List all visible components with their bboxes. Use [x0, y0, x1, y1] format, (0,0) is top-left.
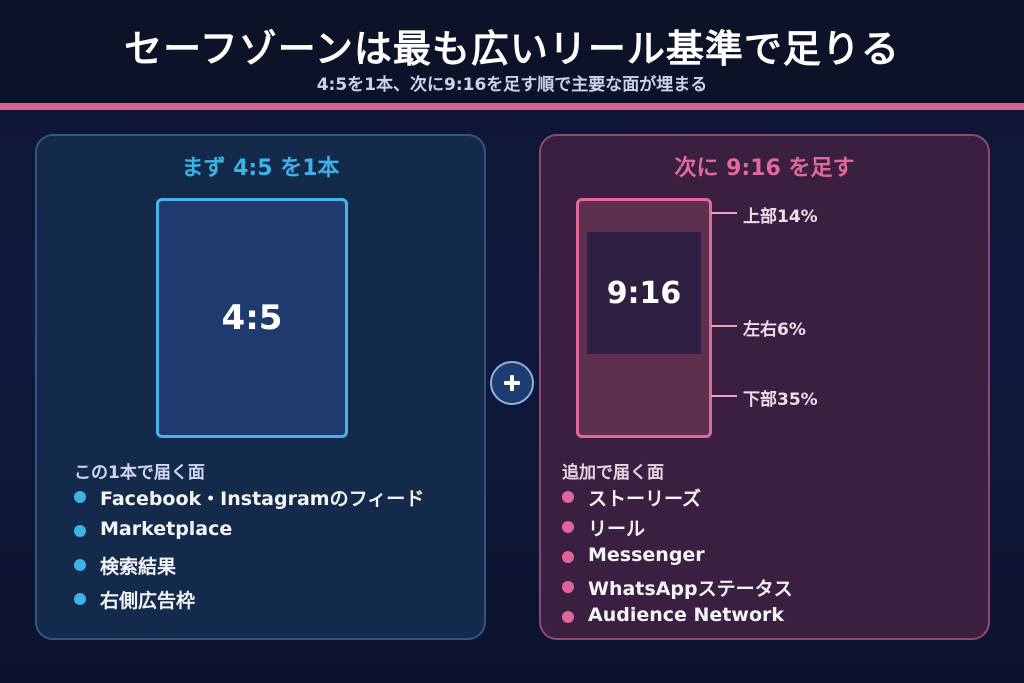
- bullet-dot-icon: [562, 611, 574, 623]
- bullet-dot-icon: [74, 491, 86, 503]
- plus-icon-glyph: [504, 375, 520, 391]
- margin-bottom-label: 下部35%: [743, 390, 818, 410]
- bullet-dot-icon: [562, 551, 574, 563]
- panel-9-16: 次に 9:16 を足す 9:16 上部14% 左右6% 下部35% 追加で届く面…: [539, 134, 990, 640]
- header-divider: [0, 103, 1024, 110]
- frame-4-5: 4:5: [156, 198, 348, 438]
- list-item: Audience Network: [562, 604, 793, 634]
- list-item-label: WhatsAppステータス: [588, 578, 793, 600]
- margin-sides-tick: [711, 325, 737, 327]
- margin-top-tick: [711, 212, 737, 214]
- bullet-dot-icon: [74, 559, 86, 571]
- list-item: Marketplace: [74, 518, 424, 552]
- panel-4-5-list-title: この1本で届く面: [74, 463, 205, 483]
- margin-bottom-tick: [711, 395, 737, 397]
- list-item-label: リール: [588, 518, 646, 540]
- list-item-label: Audience Network: [588, 604, 785, 626]
- page-subtitle: 4:5を1本、次に9:16を足す順で主要な面が埋まる: [316, 75, 708, 95]
- frame-9-16: 9:16: [576, 198, 712, 438]
- list-item: 右側広告枠: [74, 586, 424, 620]
- panel-9-16-heading: 次に 9:16 を足す: [674, 156, 855, 181]
- frame-4-5-label: 4:5: [221, 298, 283, 338]
- list-item: Messenger: [562, 544, 793, 574]
- bullet-dot-icon: [562, 581, 574, 593]
- page-title: セーフゾーンは最も広いリール基準で足りる: [124, 27, 900, 71]
- bullet-dot-icon: [562, 491, 574, 503]
- panel-4-5-heading: まず 4:5 を1本: [181, 156, 340, 181]
- frame-9-16-label: 9:16: [606, 275, 682, 311]
- list-item: 検索結果: [74, 552, 424, 586]
- bullet-dot-icon: [74, 593, 86, 605]
- list-item-label: 右側広告枠: [100, 590, 196, 612]
- list-item-label: Marketplace: [100, 518, 233, 540]
- list-item: Facebook・Instagramのフィード: [74, 484, 424, 518]
- margin-sides-label: 左右6%: [743, 320, 806, 340]
- panel-4-5: まず 4:5 を1本 4:5 この1本で届く面 Facebook・Instagr…: [35, 134, 486, 640]
- panel-9-16-list-title: 追加で届く面: [562, 463, 664, 483]
- list-item: リール: [562, 514, 793, 544]
- bullet-dot-icon: [562, 521, 574, 533]
- safe-zone: 9:16: [587, 232, 701, 354]
- header: セーフゾーンは最も広いリール基準で足りる 4:5を1本、次に9:16を足す順で主…: [0, 0, 1024, 104]
- list-item: ストーリーズ: [562, 484, 793, 514]
- plus-icon: [490, 361, 534, 405]
- list-item-label: Facebook・Instagramのフィード: [100, 488, 425, 510]
- list-item-label: 検索結果: [100, 556, 177, 578]
- list-item: WhatsAppステータス: [562, 574, 793, 604]
- list-item-label: Messenger: [588, 544, 705, 566]
- placement-list-4-5: Facebook・Instagramのフィード Marketplace 検索結果…: [74, 484, 424, 620]
- margin-top-label: 上部14%: [743, 207, 818, 227]
- bullet-dot-icon: [74, 525, 86, 537]
- list-item-label: ストーリーズ: [588, 488, 702, 510]
- placement-list-9-16: ストーリーズ リール Messenger WhatsAppステータス Audie…: [562, 484, 793, 634]
